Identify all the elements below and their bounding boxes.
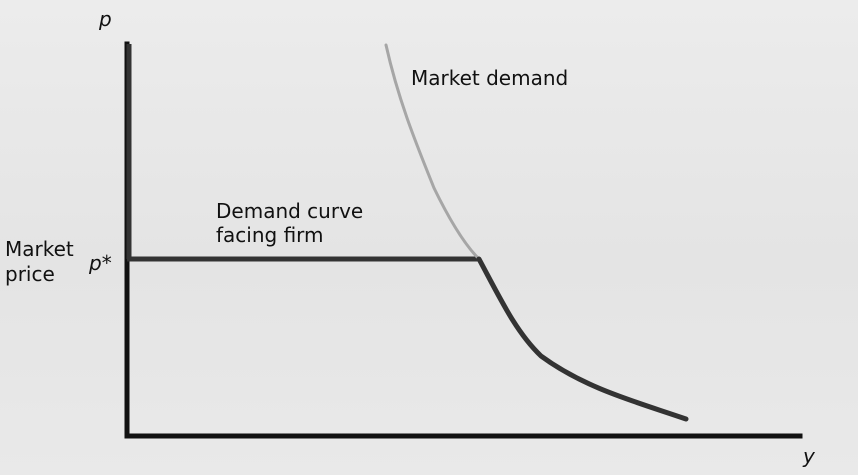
demand-curve-label-line-2: facing firm [216,223,324,247]
y-axis-label: p [99,7,112,31]
x-axis-label: y [803,444,815,468]
demand-curve-label-line-1: Demand curve [216,199,364,223]
market-price-label-line-2: price [5,262,55,286]
market-price-label-line-1: Market [5,237,74,261]
market-demand-lower-curve [476,256,689,422]
market-demand-upper-curve [384,43,481,261]
market-price-p-star-label: p* [89,251,112,275]
market-demand-label: Market demand [411,66,569,90]
